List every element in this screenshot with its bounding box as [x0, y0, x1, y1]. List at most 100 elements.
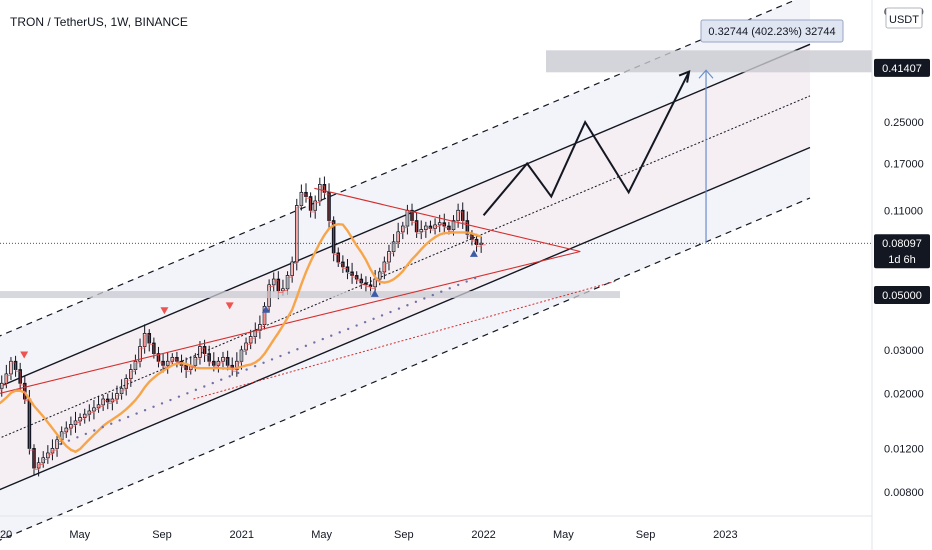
- channel-inner-bottom: [0, 146, 811, 491]
- indicator-dot: [287, 351, 291, 354]
- price-tick-label: 0.11000: [884, 205, 923, 217]
- target-level-label: 0.41407: [874, 58, 930, 77]
- target-level-box: [874, 58, 930, 77]
- red-descending-trendline: [314, 187, 581, 253]
- time-tick-label: May: [311, 529, 332, 541]
- red-dotted-trendline: [193, 280, 617, 400]
- indicator-dot: [177, 395, 181, 398]
- indicator-dot: [253, 364, 257, 368]
- indicator-dot: [152, 405, 155, 409]
- target-level-text: 0.41407: [882, 63, 922, 75]
- indicator-dot: [406, 304, 409, 307]
- moving-average-line: [0, 222, 482, 454]
- price-tick-label: 0.01200: [884, 443, 924, 455]
- indicator-dot: [84, 432, 88, 436]
- price-tick-label: 0.00800: [884, 487, 924, 499]
- indicator-dot: [414, 300, 418, 304]
- time-tick-label: Sep: [394, 529, 414, 541]
- indicator-dot: [126, 415, 130, 419]
- indicator-dot: [355, 324, 358, 327]
- support-level-box: [874, 286, 930, 305]
- indicator-dot: [59, 442, 62, 446]
- currency-badge[interactable]: USDT: [885, 7, 923, 29]
- measure-tool-label: 0.32744 (402.23%) 32744: [700, 19, 844, 43]
- indicator-dot: [363, 320, 367, 324]
- indicator-dot: [228, 375, 231, 378]
- channel-outer-top: [0, 0, 797, 337]
- indicator-dot: [473, 276, 477, 280]
- indicator-dot: [440, 290, 443, 293]
- support-level-text: 0.05000: [882, 290, 922, 302]
- indicator-dot: [93, 429, 96, 432]
- indicator-dot: [270, 358, 274, 361]
- indicator-dot: [321, 337, 324, 341]
- sell-signal-arrow: [160, 307, 169, 315]
- indicator-dot: [203, 385, 206, 388]
- time-tick-label: May: [553, 529, 574, 541]
- price-tick-label: 0.17000: [884, 159, 924, 171]
- time-tick-label: May: [69, 529, 90, 541]
- chart-title: TRON / TetherUS, 1W, BINANCE: [10, 15, 188, 29]
- indicator-dot: [143, 408, 147, 412]
- indicator-dot: [236, 371, 240, 375]
- time-tick-label: 2020: [0, 529, 12, 541]
- indicator-dot: [110, 422, 113, 425]
- forecast-arrowhead: [678, 69, 691, 83]
- time-tick-label: Sep: [636, 529, 656, 541]
- current-price-text: 0.08097: [882, 238, 922, 250]
- current-price-box: [874, 234, 930, 269]
- sell-signal-arrow: [225, 302, 234, 310]
- time-tick-label: Sep: [152, 529, 172, 541]
- channel-inner-top: [0, 43, 811, 388]
- indicator-dot: [338, 331, 341, 334]
- channel-outer-bottom: [0, 197, 811, 541]
- indicator-dot: [346, 327, 350, 331]
- buy-signal-arrow: [370, 289, 379, 297]
- indicator-dot: [101, 425, 104, 429]
- dotted-indicator: [59, 276, 477, 446]
- indicator-dot: [160, 402, 164, 405]
- indicator-dot: [372, 317, 375, 320]
- channel-midline: [0, 95, 811, 439]
- indicator-dot: [423, 297, 426, 300]
- indicator-dot: [456, 283, 460, 287]
- currency-badge-label: USDT: [889, 14, 919, 26]
- indicator-dot: [296, 348, 299, 351]
- indicator-dot: [431, 293, 435, 297]
- indicator-dot: [169, 398, 172, 402]
- measure-tool-text: 0.32744 (402.23%) 32744: [708, 26, 835, 38]
- measure-arrowhead: [698, 69, 714, 79]
- indicator-dot: [135, 412, 138, 415]
- indicator-dot: [313, 341, 316, 344]
- step-indicator-line: [0, 185, 486, 471]
- indicator-dot: [465, 280, 468, 283]
- sell-signal-arrow: [20, 351, 29, 359]
- price-tick-label: 0.25000: [884, 117, 924, 129]
- time-tick-label: 2023: [713, 529, 737, 541]
- target-zone: [546, 50, 872, 73]
- indicator-dot: [76, 436, 79, 439]
- indicator-dot: [380, 314, 384, 317]
- indicator-dot: [118, 419, 121, 422]
- indicator-dot: [304, 344, 308, 348]
- indicator-dot: [186, 392, 189, 395]
- time-tick-label: 2022: [471, 529, 495, 541]
- indicator-dot: [389, 310, 392, 314]
- buy-signal-arrow: [469, 249, 478, 257]
- indicator-dot: [448, 287, 451, 290]
- indicator-dot: [330, 334, 333, 337]
- buy-signal-arrow: [261, 305, 270, 313]
- time-tick-label: 2021: [230, 529, 254, 541]
- indicator-dot: [279, 354, 282, 358]
- indicator-dot: [397, 307, 401, 310]
- support-level-label: 0.05000: [874, 286, 930, 305]
- indicator-dot: [211, 381, 214, 385]
- indicator-dot: [194, 388, 198, 392]
- support-zone: [0, 291, 620, 299]
- indicator-dot: [220, 378, 223, 381]
- countdown-text: 1d 6h: [888, 254, 916, 266]
- price-tick-label: 0.03000: [884, 345, 924, 357]
- indicator-dot: [245, 368, 248, 371]
